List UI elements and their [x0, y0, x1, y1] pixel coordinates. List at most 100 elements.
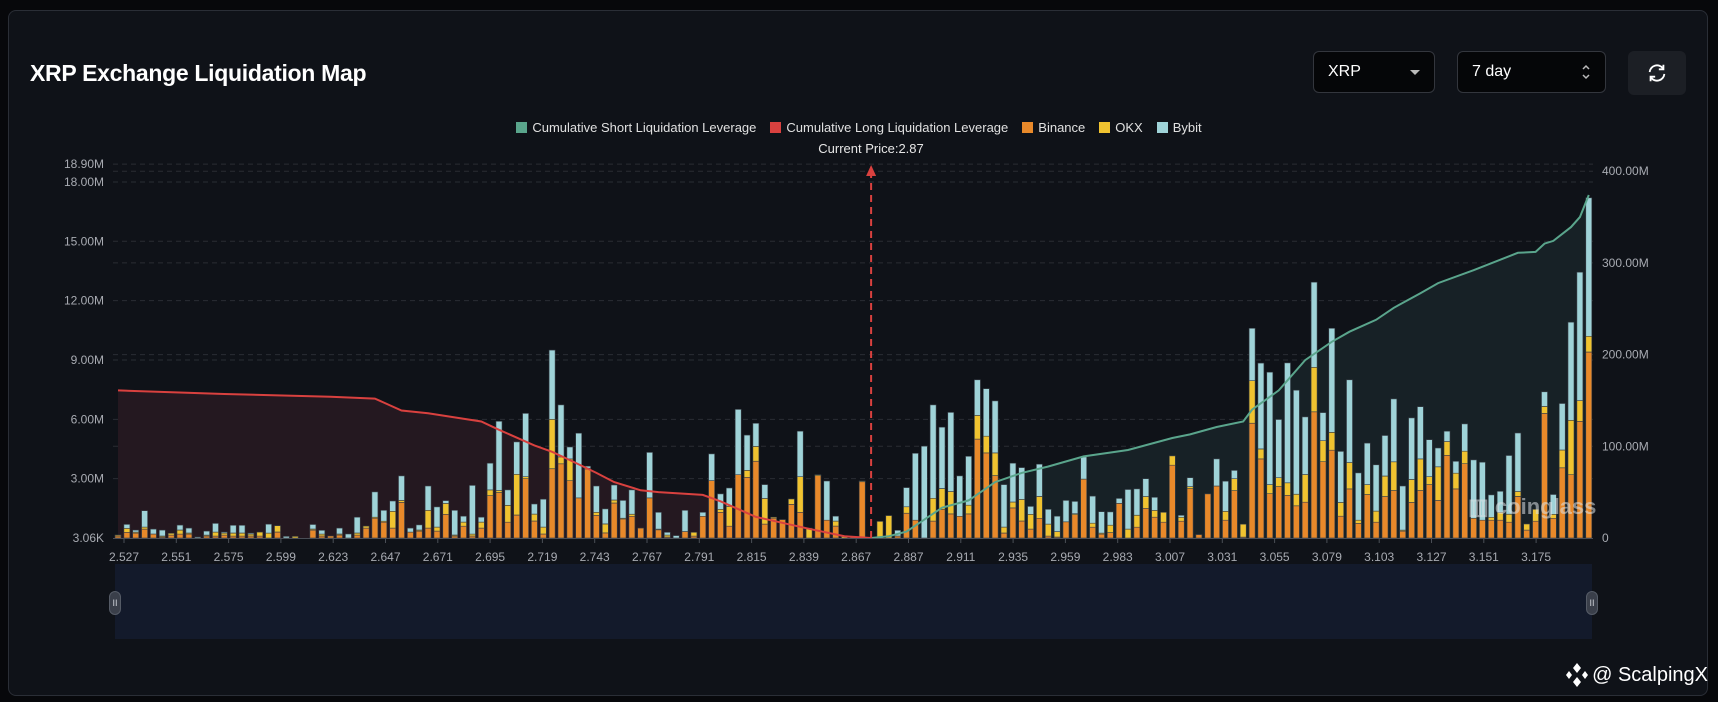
bar-okx	[291, 536, 299, 539]
bar-binance	[708, 480, 715, 539]
bar-bybit	[832, 515, 840, 522]
bar-binance	[123, 531, 131, 539]
bar-binance	[548, 468, 556, 539]
bar-okx	[238, 532, 246, 537]
bar-okx	[1541, 406, 1548, 414]
bar-okx	[1452, 472, 1460, 490]
bar-bybit	[761, 484, 769, 499]
bar-binance	[823, 519, 831, 539]
bar-bybit	[1355, 472, 1362, 521]
x-tick-label: 3.055	[1260, 550, 1290, 564]
chart-legend: Cumulative Short Liquidation Leverage Cu…	[0, 120, 1718, 135]
zoom-slider-right-handle[interactable]: II	[1586, 591, 1598, 615]
bar-bybit	[495, 420, 503, 491]
bar-binance	[814, 475, 822, 539]
bar-okx	[1045, 523, 1052, 537]
bar-bybit	[336, 527, 343, 535]
bar-bybit	[141, 510, 148, 528]
legend-item-okx[interactable]: OKX	[1099, 120, 1143, 135]
bar-binance	[415, 530, 423, 539]
bar-okx	[1284, 482, 1291, 496]
bar-okx	[1142, 496, 1150, 509]
bar-bybit	[229, 524, 237, 534]
bar-binance	[761, 523, 769, 539]
bar-bybit	[1089, 495, 1096, 524]
bar-okx	[903, 506, 910, 514]
bar-binance	[956, 515, 964, 539]
y-left-tick-label: 12.00M	[64, 294, 104, 308]
bar-binance	[1089, 526, 1096, 539]
y-left-tick-label: 3.06K	[73, 531, 104, 545]
bar-binance	[424, 527, 432, 539]
bar-bybit	[929, 404, 937, 499]
bar-bybit	[486, 462, 494, 491]
bar-okx	[1257, 448, 1265, 460]
symbol-select[interactable]: XRP	[1313, 51, 1435, 93]
bar-okx	[947, 491, 955, 515]
bar-okx	[1567, 419, 1575, 475]
bar-okx	[1000, 526, 1008, 534]
bar-bybit	[212, 523, 219, 533]
bar-binance	[1399, 530, 1406, 539]
bar-bybit	[947, 412, 955, 492]
legend-item-short[interactable]: Cumulative Short Liquidation Leverage	[516, 120, 756, 135]
bar-binance	[1364, 494, 1371, 539]
cumulative-long-area	[118, 390, 872, 538]
bar-binance	[1036, 517, 1043, 539]
bar-binance	[982, 452, 990, 539]
bar-bybit	[282, 536, 290, 539]
bar-bybit	[380, 509, 388, 522]
bar-bybit	[1071, 501, 1079, 514]
legend-item-bybit[interactable]: Bybit	[1156, 120, 1202, 135]
bar-okx	[539, 526, 547, 535]
bar-okx	[858, 480, 866, 483]
bar-okx	[1107, 524, 1114, 533]
bar-binance	[1177, 520, 1185, 539]
bar-okx	[1266, 484, 1274, 495]
bar-okx	[1151, 509, 1158, 518]
author-watermark: @ ScalpingX	[1566, 662, 1708, 688]
bar-bybit	[265, 523, 272, 534]
bar-bybit	[663, 531, 671, 536]
legend-item-binance[interactable]: Binance	[1022, 120, 1085, 135]
x-tick-label: 2.719	[527, 550, 557, 564]
x-tick-label: 3.079	[1312, 550, 1342, 564]
bar-bybit	[619, 500, 627, 519]
bar-bybit	[1045, 508, 1052, 525]
bar-bybit	[1496, 490, 1504, 513]
bar-okx	[1018, 499, 1026, 522]
x-tick-label: 2.935	[998, 550, 1028, 564]
bar-okx	[1390, 461, 1398, 491]
bar-binance	[788, 504, 795, 539]
bar-okx	[1133, 514, 1141, 528]
bar-bybit	[1567, 321, 1575, 421]
range-select[interactable]: 7 day	[1457, 51, 1606, 93]
x-tick-label: 2.623	[318, 550, 348, 564]
bar-binance	[371, 517, 379, 539]
bar-okx	[1408, 479, 1415, 503]
bar-binance	[1434, 500, 1442, 539]
x-tick-label: 3.127	[1416, 550, 1446, 564]
bar-bybit	[1452, 460, 1460, 474]
bar-bybit	[1151, 496, 1158, 511]
bar-okx	[1426, 476, 1433, 485]
bar-binance	[717, 511, 724, 539]
bar-bybit	[1098, 511, 1105, 534]
bar-okx	[1124, 528, 1132, 539]
bar-bybit	[353, 516, 361, 534]
bar-binance	[752, 460, 760, 539]
bar-okx	[1301, 474, 1309, 503]
legend-label: OKX	[1115, 120, 1143, 135]
bar-bybit	[389, 500, 397, 512]
bar-okx	[229, 532, 237, 537]
zoom-slider-track[interactable]	[115, 564, 1592, 639]
bar-bybit	[1080, 456, 1087, 480]
refresh-button[interactable]	[1628, 51, 1686, 95]
bar-okx	[1319, 440, 1327, 463]
zoom-slider-left-handle[interactable]: II	[109, 591, 121, 615]
bar-okx	[274, 525, 281, 533]
legend-item-long[interactable]: Cumulative Long Liquidation Leverage	[770, 120, 1008, 135]
bar-okx	[353, 532, 361, 536]
bar-bybit	[1558, 403, 1566, 451]
